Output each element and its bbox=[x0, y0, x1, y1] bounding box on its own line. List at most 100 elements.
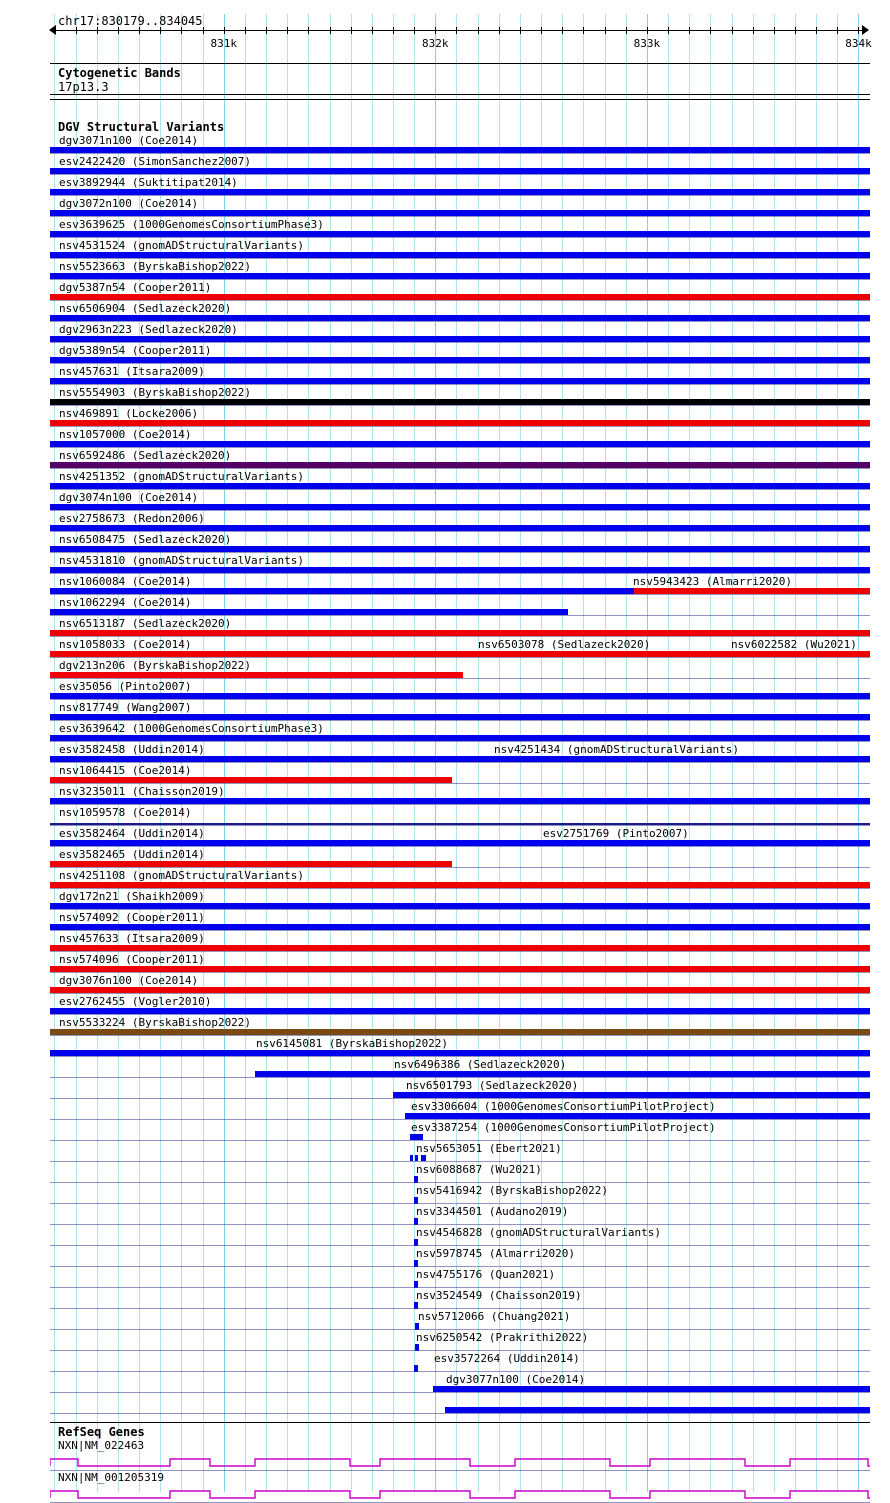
dgv-track-row[interactable]: esv3892944 (Suktitipat2014) bbox=[50, 175, 870, 196]
dgv-track-row[interactable]: nsv5978745 (Almarri2020) bbox=[50, 1246, 870, 1267]
dgv-variant-bar[interactable] bbox=[414, 1281, 418, 1288]
dgv-variant-bar[interactable] bbox=[477, 651, 667, 657]
dgv-track-row[interactable]: nsv6145081 (ByrskaBishop2022) bbox=[50, 1036, 870, 1057]
dgv-track-row[interactable]: nsv1059578 (Coe2014) bbox=[50, 805, 870, 826]
dgv-track-row[interactable]: dgv3077n100 (Coe2014) bbox=[50, 1372, 870, 1393]
dgv-variant-bar[interactable] bbox=[732, 651, 870, 657]
dgv-variant-bar[interactable] bbox=[50, 651, 870, 657]
dgv-track-row[interactable]: nsv5653051 (Ebert2021) bbox=[50, 1141, 870, 1162]
dgv-variant-bar[interactable] bbox=[50, 546, 870, 552]
dgv-track-row[interactable]: nsv3524549 (Chaisson2019) bbox=[50, 1288, 870, 1309]
dgv-track-row[interactable]: nsv6250542 (Prakrithi2022) bbox=[50, 1330, 870, 1351]
dgv-track-row[interactable]: nsv469891 (Locke2006) bbox=[50, 406, 870, 427]
dgv-track-row[interactable]: dgv5389n54 (Cooper2011) bbox=[50, 343, 870, 364]
dgv-variant-bar[interactable] bbox=[50, 252, 870, 258]
dgv-track-row[interactable]: esv3639642 (1000GenomesConsortiumPhase3) bbox=[50, 721, 870, 742]
dgv-variant-bar[interactable] bbox=[50, 378, 870, 384]
dgv-variant-bar[interactable] bbox=[50, 294, 870, 300]
dgv-track-row[interactable]: nsv5554903 (ByrskaBishop2022) bbox=[50, 385, 870, 406]
dgv-variant-bar[interactable] bbox=[50, 903, 870, 909]
dgv-variant-bar[interactable] bbox=[410, 1155, 426, 1161]
dgv-variant-bar[interactable] bbox=[496, 756, 663, 762]
dgv-variant-bar[interactable] bbox=[50, 441, 870, 447]
dgv-track-row[interactable]: nsv574092 (Cooper2011) bbox=[50, 910, 870, 931]
dgv-variant-bar[interactable] bbox=[50, 567, 870, 573]
dgv-variant-bar[interactable] bbox=[414, 1197, 418, 1204]
dgv-track-row[interactable]: nsv1058033 (Coe2014) nsv6503078 (Sedlazec… bbox=[50, 637, 870, 658]
dgv-variant-bar[interactable] bbox=[255, 1071, 870, 1077]
dgv-variant-bar[interactable] bbox=[415, 1323, 419, 1330]
dgv-track-row[interactable]: esv3306604 (1000GenomesConsortiumPilotPr… bbox=[50, 1099, 870, 1120]
dgv-track-row[interactable]: nsv3344501 (Audano2019) bbox=[50, 1204, 870, 1225]
dgv-track-row[interactable]: esv3639625 (1000GenomesConsortiumPhase3) bbox=[50, 217, 870, 238]
dgv-variant-bar[interactable] bbox=[50, 630, 870, 636]
dgv-track-row[interactable]: dgv213n206 (ByrskaBishop2022) bbox=[50, 658, 870, 679]
dgv-variant-bar[interactable] bbox=[546, 840, 870, 846]
dgv-track-row[interactable]: esv35056 (Pinto2007) bbox=[50, 679, 870, 700]
dgv-variant-bar[interactable] bbox=[393, 1092, 870, 1098]
ruler-right-arrow-icon[interactable] bbox=[862, 25, 869, 35]
dgv-variant-bar[interactable] bbox=[50, 735, 870, 741]
dgv-variant-bar[interactable] bbox=[50, 609, 568, 615]
dgv-variant-bar[interactable] bbox=[50, 823, 870, 825]
dgv-variant-bar[interactable] bbox=[50, 861, 452, 867]
dgv-variant-bar[interactable] bbox=[50, 420, 870, 426]
dgv-variant-bar[interactable] bbox=[50, 231, 870, 237]
dgv-track-row[interactable]: nsv1060084 (Coe2014) nsv5943423 (Almarri2… bbox=[50, 574, 870, 595]
dgv-track-row[interactable]: esv3582465 (Uddin2014) bbox=[50, 847, 870, 868]
dgv-variant-bar[interactable] bbox=[50, 399, 870, 405]
dgv-variant-bar[interactable] bbox=[50, 336, 870, 342]
dgv-variant-bar[interactable] bbox=[414, 1176, 418, 1183]
dgv-track-row[interactable]: nsv1057000 (Coe2014) bbox=[50, 427, 870, 448]
dgv-variant-bar[interactable] bbox=[414, 1302, 418, 1309]
dgv-track-row[interactable]: nsv6501793 (Sedlazeck2020) bbox=[50, 1078, 870, 1099]
dgv-track-row[interactable]: esv2422420 (SimonSanchez2007) bbox=[50, 154, 870, 175]
dgv-track-row[interactable]: nsv6592486 (Sedlazeck2020) bbox=[50, 448, 870, 469]
dgv-variant-bar[interactable] bbox=[50, 588, 870, 594]
dgv-variant-bar[interactable] bbox=[50, 756, 870, 762]
dgv-track-row[interactable]: nsv574096 (Cooper2011) bbox=[50, 952, 870, 973]
dgv-variant-bar[interactable] bbox=[634, 588, 870, 594]
dgv-variant-bar[interactable] bbox=[433, 1386, 870, 1392]
dgv-track-row[interactable]: dgv3076n100 (Coe2014) bbox=[50, 973, 870, 994]
dgv-variant-bar[interactable] bbox=[50, 966, 870, 972]
dgv-track-row[interactable]: nsv5523663 (ByrskaBishop2022) bbox=[50, 259, 870, 280]
dgv-variant-bar[interactable] bbox=[50, 882, 870, 888]
dgv-track-row[interactable]: nsv5712066 (Chuang2021) bbox=[50, 1309, 870, 1330]
dgv-track-row[interactable]: nsv4251108 (gnomADStructuralVariants) bbox=[50, 868, 870, 889]
dgv-track-row[interactable]: nsv4531524 (gnomADStructuralVariants) bbox=[50, 238, 870, 259]
dgv-variant-bar[interactable] bbox=[50, 945, 870, 951]
dgv-variant-bar[interactable] bbox=[50, 1008, 870, 1014]
dgv-variant-bar[interactable] bbox=[50, 168, 870, 174]
dgv-track-row[interactable]: nsv5416942 (ByrskaBishop2022) bbox=[50, 1183, 870, 1204]
dgv-variant-bar[interactable] bbox=[50, 525, 870, 531]
dgv-track-row[interactable]: esv3572264 (Uddin2014) bbox=[50, 1351, 870, 1372]
dgv-track-row[interactable]: dgv172n21 (Shaikh2009) bbox=[50, 889, 870, 910]
dgv-track-row[interactable]: nsv6506904 (Sedlazeck2020) bbox=[50, 301, 870, 322]
ruler-left-arrow-icon[interactable] bbox=[49, 25, 56, 35]
dgv-track-row[interactable]: nsv457631 (Itsara2009) bbox=[50, 364, 870, 385]
dgv-variant-bar[interactable] bbox=[50, 483, 870, 489]
dgv-track-row[interactable]: esv3387254 (1000GenomesConsortiumPilotPr… bbox=[50, 1120, 870, 1141]
dgv-variant-bar[interactable] bbox=[50, 273, 870, 279]
dgv-track-row[interactable]: esv2758673 (Redon2006) bbox=[50, 511, 870, 532]
dgv-track-row[interactable]: nsv4251352 (gnomADStructuralVariants) bbox=[50, 469, 870, 490]
dgv-variant-bar[interactable] bbox=[50, 1050, 870, 1056]
refseq-gene-row[interactable]: NXN|NM_022463 bbox=[50, 1439, 870, 1471]
dgv-variant-bar[interactable] bbox=[50, 924, 870, 930]
dgv-variant-bar[interactable] bbox=[414, 1239, 418, 1246]
dgv-track-row[interactable]: nsv6513187 (Sedlazeck2020) bbox=[50, 616, 870, 637]
dgv-track-row[interactable]: dgv5387n54 (Cooper2011) bbox=[50, 280, 870, 301]
dgv-track-row[interactable]: nsv6508475 (Sedlazeck2020) bbox=[50, 532, 870, 553]
dgv-track-row[interactable]: dgv2963n223 (Sedlazeck2020) bbox=[50, 322, 870, 343]
dgv-variant-bar[interactable] bbox=[445, 1407, 870, 1413]
dgv-variant-bar[interactable] bbox=[50, 798, 870, 804]
dgv-track-row[interactable]: nsv4546828 (gnomADStructuralVariants) bbox=[50, 1225, 870, 1246]
dgv-variant-bar[interactable] bbox=[50, 189, 870, 195]
dgv-track-row[interactable]: dgv3071n100 (Coe2014) bbox=[50, 133, 870, 154]
dgv-track-row[interactable]: dgv3072n100 (Coe2014) bbox=[50, 196, 870, 217]
dgv-track-row[interactable]: esv3582458 (Uddin2014) nsv4251434 (gnomAD… bbox=[50, 742, 870, 763]
dgv-track-row[interactable]: dgv3074n100 (Coe2014) bbox=[50, 490, 870, 511]
dgv-variant-bar[interactable] bbox=[50, 777, 452, 783]
dgv-track-row[interactable]: nsv4755176 (Quan2021) bbox=[50, 1267, 870, 1288]
